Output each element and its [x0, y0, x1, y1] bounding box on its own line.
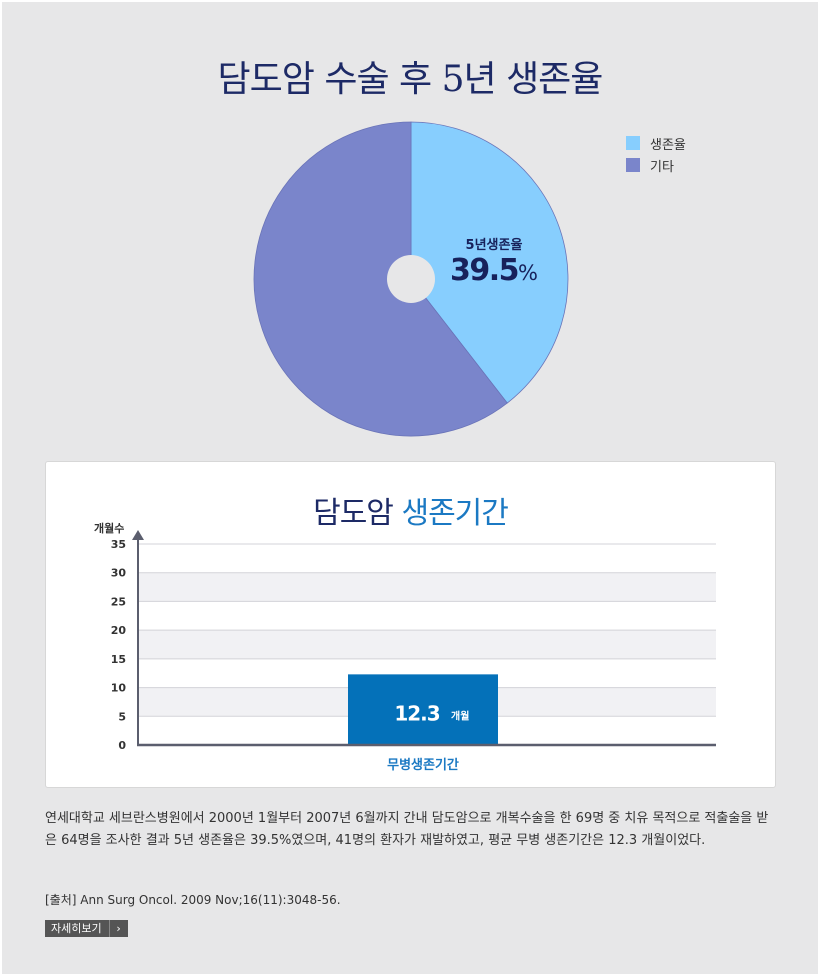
bar-data-label: 12.3: [394, 701, 439, 725]
legend-item-other: 기타: [626, 154, 686, 176]
more-details-label: 자세히보기: [51, 922, 102, 935]
pie-chart: [253, 121, 569, 437]
bar-disease-free-survival: [348, 674, 498, 745]
pie-value-unit: %: [518, 261, 538, 285]
study-description: 연세대학교 세브란스병원에서 2000년 1월부터 2007년 6월까지 간내 …: [45, 811, 769, 848]
pie-data-label-value: 39.5%: [442, 253, 546, 288]
legend-item-survival: 생존율: [626, 132, 686, 154]
y-tick-label: 5: [118, 710, 126, 723]
grid-band: [138, 601, 716, 631]
page-title: 담도암 수술 후 5년 생존율: [217, 59, 604, 100]
y-tick-label: 10: [111, 682, 127, 695]
bar-data-unit: 개월: [451, 709, 469, 722]
bar-chart-title-part2: 생존기간: [401, 496, 508, 531]
y-axis-arrow-icon: [132, 530, 144, 540]
pie-legend: 생존율 기타: [626, 132, 686, 176]
pie-center-hole: [387, 255, 435, 303]
y-tick-label: 20: [111, 624, 127, 637]
pie-data-label-title: 5년생존율: [465, 238, 523, 253]
grid-band: [138, 572, 716, 602]
grid-band: [138, 630, 716, 659]
x-category-label: 무병생존기간: [387, 757, 459, 773]
pie-slice-other: [253, 121, 508, 437]
chevron-right-icon: ›: [108, 920, 128, 937]
pie-value-number: 39.5: [450, 253, 520, 288]
y-tick-label: 35: [111, 538, 126, 551]
pie-slice-survival: [410, 121, 569, 404]
y-axis-label: 개월수: [94, 521, 124, 535]
bar-chart-title-part1: 담도암: [313, 496, 394, 531]
more-details-button[interactable]: 자세히보기 ›: [45, 920, 128, 937]
bar-chart-title: 담도암 생존기간: [46, 488, 775, 532]
y-tick-label: 30: [111, 567, 127, 580]
legend-label-other: 기타: [650, 159, 674, 175]
legend-label-survival: 생존율: [650, 137, 686, 153]
y-tick-label: 25: [111, 595, 126, 608]
grid-band: [138, 544, 716, 573]
y-tick-label: 0: [118, 739, 126, 752]
source-citation: [출처] Ann Surg Oncol. 2009 Nov;16(11):304…: [45, 893, 341, 907]
legend-swatch-other: [626, 158, 640, 172]
legend-swatch-survival: [626, 136, 640, 150]
y-tick-label: 15: [111, 653, 126, 666]
